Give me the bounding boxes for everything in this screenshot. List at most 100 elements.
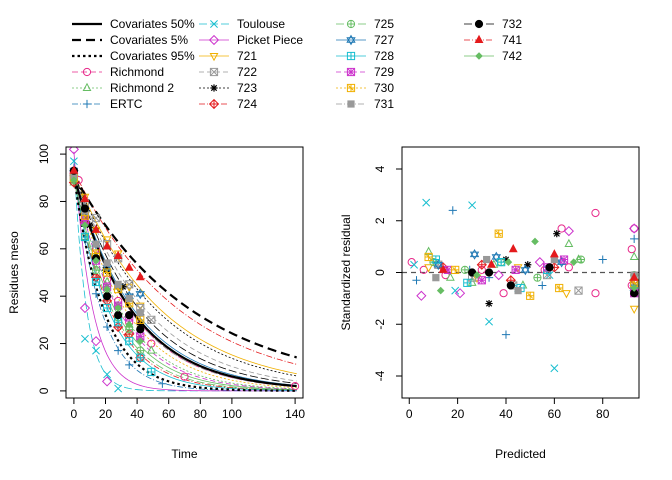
data-point-741 [69, 165, 79, 174]
legend-label: Richmond [110, 65, 164, 79]
legend-item-725: 725 [336, 17, 394, 31]
legend-marker-icon [82, 67, 92, 77]
legend-item-729: 729 [336, 65, 394, 79]
left-x-axis: 0 20 40 60 80 100 140 [71, 398, 305, 421]
fit-curve-730 [73, 175, 297, 389]
left-x-axis-label: Time [171, 447, 198, 461]
data-point-picket-piece [90, 336, 102, 347]
right-y-axis-label: Standardized residual [339, 214, 353, 330]
legend-marker-icon [346, 51, 356, 61]
legend-item-724: 724 [199, 97, 257, 111]
covariate-curve-covariates-95- [72, 175, 297, 392]
data-point-ertc [158, 379, 167, 388]
legend-label: Richmond 2 [110, 81, 174, 95]
legend-marker-icon [474, 34, 484, 44]
residual-point-richmond [557, 224, 566, 233]
residual-point-richmond [499, 289, 508, 298]
data-point-toulouse [69, 157, 78, 166]
legend-label: 732 [502, 17, 522, 31]
legend-label: 731 [374, 97, 394, 111]
data-point-732 [80, 204, 90, 213]
residual-vs-predicted-panel: 0 20 40 60 80 -4 -2 0 2 4 Predicted Standardized… [339, 146, 640, 461]
data-point-toulouse [92, 346, 100, 355]
legend-marker-icon [82, 99, 92, 109]
residual-point-732 [545, 263, 554, 272]
y-tick-label: 2 [373, 217, 387, 224]
data-point-732 [114, 311, 123, 320]
legend-label: 725 [374, 17, 394, 31]
x-tick-label: 20 [99, 407, 113, 421]
residual-point-742 [436, 286, 445, 295]
data-point-728 [136, 353, 145, 362]
fit-curve-richmond-2 [73, 177, 297, 390]
y-tick-label: 80 [37, 194, 51, 208]
legend-label: Covariates 95% [110, 49, 195, 63]
data-point-741 [135, 271, 145, 281]
residual-point-picket-piece [454, 288, 466, 299]
legend-marker-icon [346, 34, 356, 46]
residual-points [407, 198, 640, 373]
data-point-732 [136, 325, 145, 334]
data-point-742 [103, 285, 111, 293]
legend-label: 727 [374, 33, 394, 47]
residual-point-ertc [630, 234, 639, 243]
data-point-richmond-2 [146, 345, 156, 354]
data-point-728 [91, 277, 101, 287]
legend-item-742: 742 [464, 49, 522, 63]
data-point-723 [136, 320, 144, 329]
fit-curve-722 [73, 170, 297, 382]
legend-marker-icon [346, 67, 356, 77]
data-point-ertc [102, 322, 112, 332]
right-y-axis: -4 -2 0 2 4 [373, 165, 402, 381]
residual-point-picket-piece [629, 223, 640, 234]
data-point-732 [125, 311, 134, 320]
right-x-axis: 0 20 40 60 80 [406, 398, 610, 421]
data-point-722 [147, 315, 156, 324]
x-tick-label: 60 [548, 407, 562, 421]
y-tick-label: -2 [373, 319, 387, 330]
legend-item-732: 732 [464, 17, 522, 31]
residual-point-741 [549, 249, 559, 258]
legend-label: 742 [502, 49, 522, 63]
legend-label: 721 [237, 49, 257, 63]
x-tick-label: 0 [406, 407, 413, 421]
residual-point-731 [514, 287, 522, 295]
residual-point-723 [485, 299, 493, 308]
covariate-curve-covariates-50- [72, 175, 297, 388]
legend-label: 722 [237, 65, 257, 79]
residual-point-toulouse [451, 286, 460, 295]
residual-point-ertc [448, 206, 457, 215]
legend-marker-icon [210, 20, 218, 28]
legend-marker-icon [208, 34, 220, 46]
residual-point-731 [432, 274, 440, 282]
residual-point-732 [468, 268, 477, 277]
residual-point-picket-piece [534, 257, 545, 268]
residual-point-742 [531, 237, 539, 246]
residual-point-richmond [627, 245, 636, 254]
data-point-richmond [180, 372, 189, 381]
residual-point-741 [508, 243, 518, 253]
legend-label: Picket Piece [237, 33, 303, 47]
residual-point-730 [451, 265, 460, 275]
data-point-728 [102, 303, 112, 313]
data-point-731 [103, 259, 111, 267]
y-tick-label: 60 [37, 242, 51, 256]
left-y-axis: 0 20 40 60 80 100 [37, 144, 66, 394]
data-point-ertc [114, 346, 123, 355]
y-tick-label: -4 [373, 370, 387, 381]
residual-point-723 [502, 255, 510, 264]
residual-point-toulouse [485, 317, 494, 326]
data-point-742 [70, 176, 78, 184]
observed-points [68, 147, 300, 393]
legend-item-731: 731 [336, 97, 394, 111]
x-tick-label: 60 [162, 407, 176, 421]
residual-point-721 [629, 305, 639, 314]
residual-point-729 [477, 276, 486, 285]
residual-point-729 [559, 255, 569, 264]
x-tick-label: 100 [222, 407, 242, 421]
residual-point-toulouse [468, 201, 477, 210]
legend-marker-icon [209, 67, 219, 77]
legend-item-covariates-5-: Covariates 5% [72, 33, 188, 47]
fit-curve-741 [73, 170, 297, 365]
residual-point-723 [524, 261, 532, 269]
